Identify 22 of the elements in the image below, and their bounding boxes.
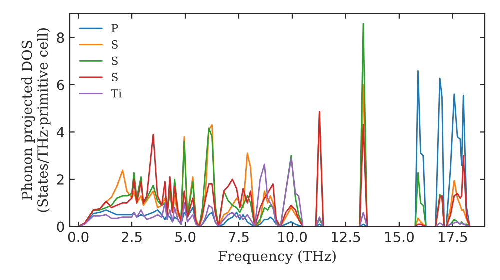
x-tick-label: 0.0 [68, 232, 89, 242]
x-axis-title: Frequency (THz) [218, 250, 336, 264]
x-tick-label: 5.0 [176, 232, 196, 242]
x-tick-label: 7.5 [229, 232, 249, 242]
x-tick-label: 17.5 [438, 232, 468, 242]
y-tick-label: 8 [57, 32, 64, 44]
y-tick-label: 2 [57, 174, 64, 185]
legend-label: S [112, 73, 118, 82]
legend-label: P [112, 24, 118, 32]
legend-label: S [112, 56, 118, 66]
legend-label: S [112, 40, 118, 49]
x-tick-label: 12.5 [332, 232, 360, 242]
legend-label: Ti [111, 90, 122, 98]
x-tick-label: 10.0 [278, 232, 308, 242]
x-tick-label: 15.0 [385, 232, 414, 242]
y-axis-title: Phonon projected DOS (States/THz·primitive cell) [22, 28, 51, 212]
y-tick-label: 0 [57, 222, 64, 232]
y-tick-label: 6 [57, 80, 64, 90]
line-series [78, 158, 471, 227]
y-tick-label: 4 [56, 127, 64, 138]
x-tick-label: 2.5 [122, 232, 142, 242]
line-series [78, 110, 471, 227]
